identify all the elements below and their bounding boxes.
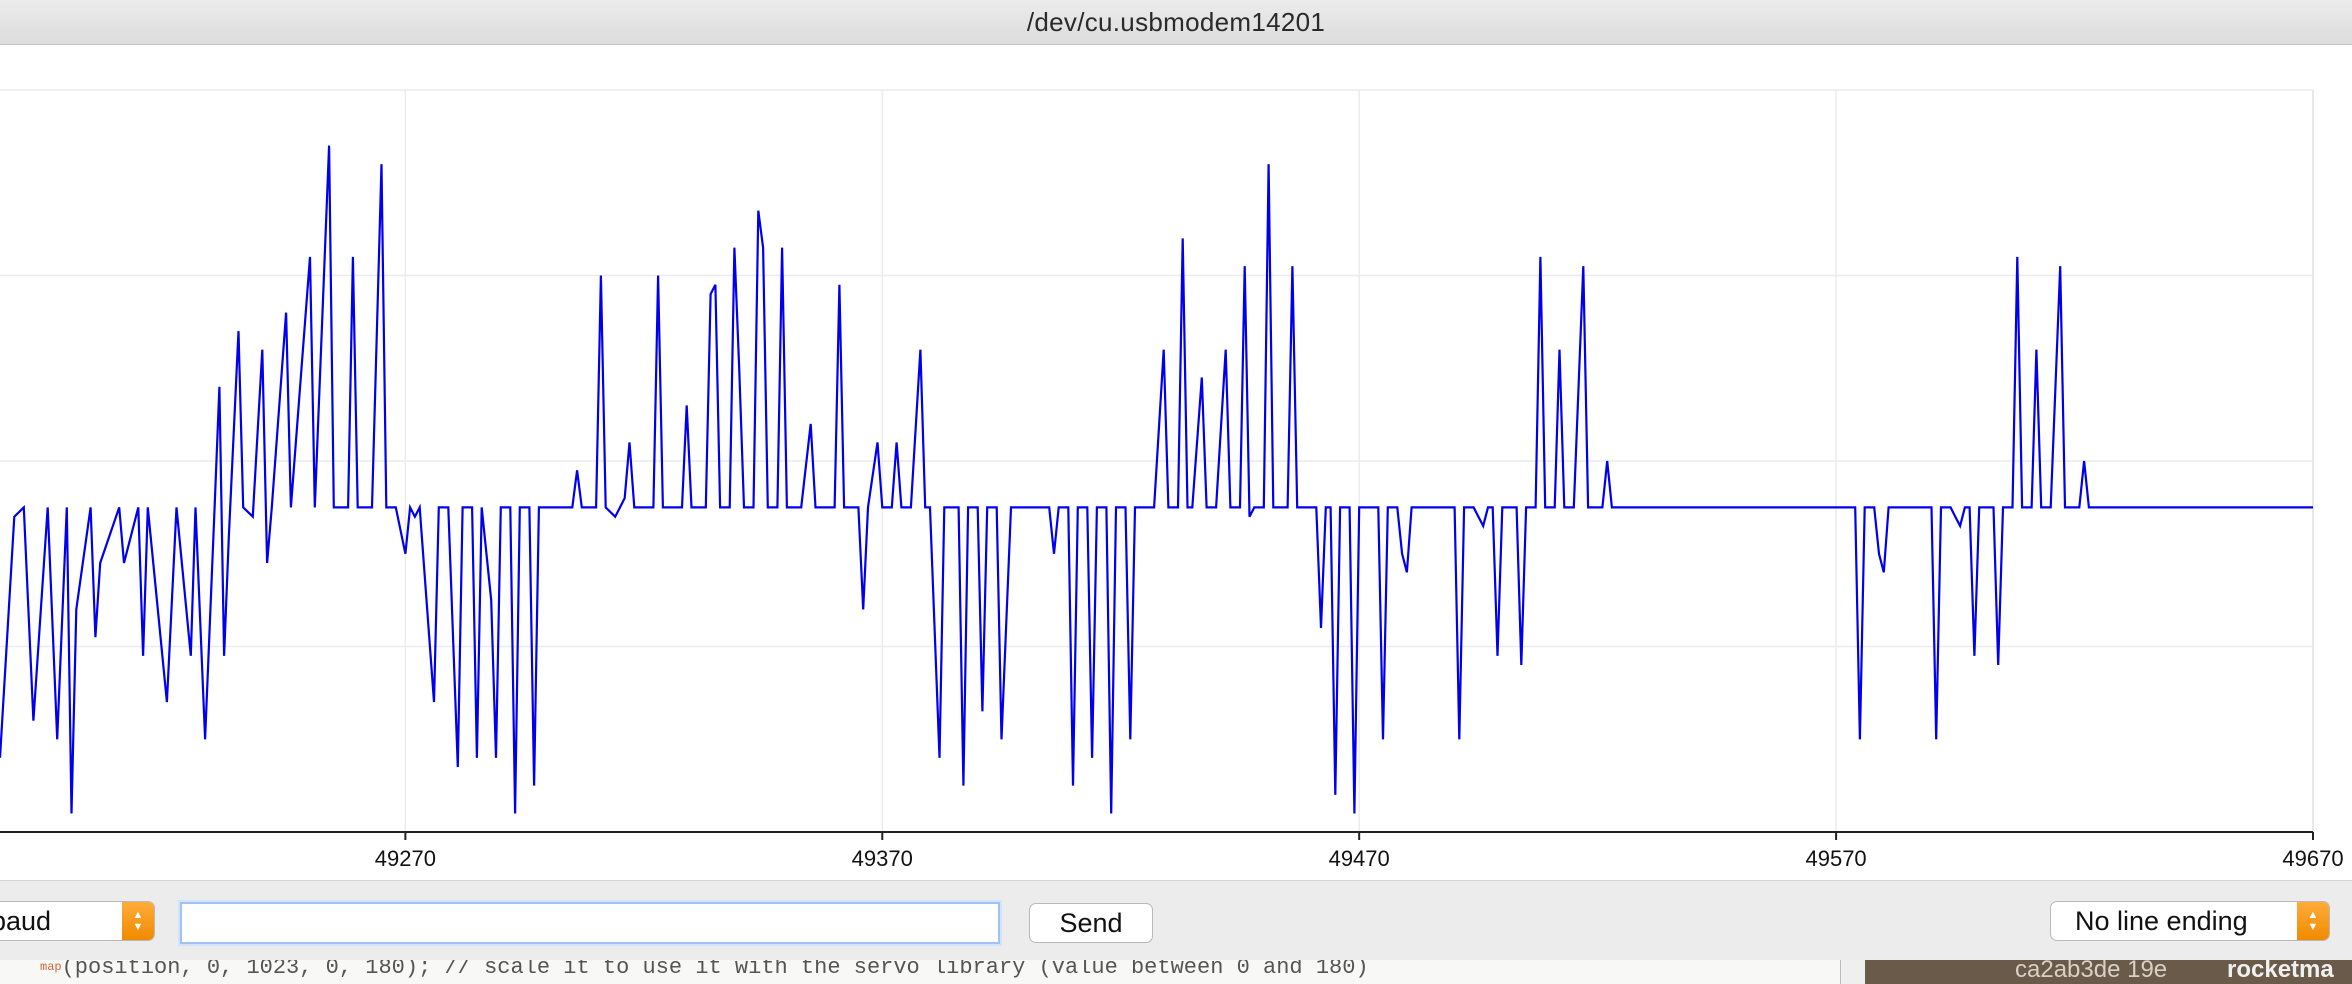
code-editor-behind: map(position, 0, 1023, 0, 180); // scale… — [0, 960, 1841, 984]
finder-thumbnails-behind: ca2ab3de 19e rocketma — [1865, 960, 2352, 984]
series-line — [0, 145, 2313, 814]
select-stepper-icon: ▲ ▼ — [122, 902, 154, 940]
x-tick-label: 49470 — [1329, 846, 1390, 871]
baud-rate-select[interactable]: baud ▲▼ — [0, 901, 155, 941]
select-stepper-icon: ▲ ▼ — [2297, 902, 2329, 940]
line-ending-label: No line ending — [2075, 905, 2248, 936]
send-button[interactable]: Send — [1029, 903, 1153, 943]
message-input[interactable] — [180, 902, 1000, 944]
thumbnail-label: rocketma — [2227, 960, 2334, 983]
window-title: /dev/cu.usbmodem14201 — [1026, 6, 1326, 37]
x-tick-label: 49670 — [2282, 846, 2343, 871]
line-ending-select[interactable]: No line ending ▲ ▼ — [2050, 901, 2330, 941]
baud-rate-label: baud — [0, 905, 52, 936]
x-tick-label: 49570 — [1805, 846, 1866, 871]
thumbnail-label: ca2ab3de 19e — [2015, 960, 2168, 983]
x-tick-label: 49370 — [852, 846, 913, 871]
code-line: map(position, 0, 1023, 0, 180); // scale… — [40, 960, 1369, 978]
background-windows: map(position, 0, 1023, 0, 180); // scale… — [0, 960, 2352, 984]
window-titlebar: /dev/cu.usbmodem14201 — [0, 0, 2352, 45]
plotter-toolbar: baud ▲▼ Send No line ending ▲▼ — [0, 880, 2352, 961]
x-tick-label: 49270 — [375, 846, 436, 871]
code-keyword: map — [40, 960, 62, 974]
plot-canvas: 49270 49370 49470 49570 49670 — [0, 89, 2344, 871]
serial-plotter: 49270 49370 49470 49570 49670 — [0, 45, 2352, 880]
code-text: (position, 0, 1023, 0, 180); // scale it… — [61, 960, 1369, 980]
